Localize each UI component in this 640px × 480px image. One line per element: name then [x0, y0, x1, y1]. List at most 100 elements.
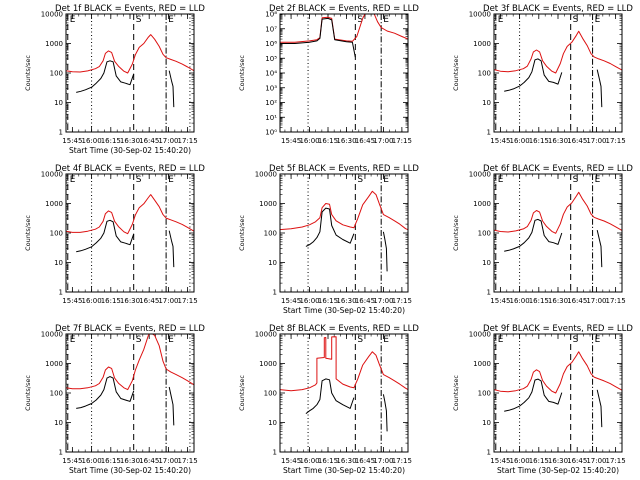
panel-6: Det 6f BLACK = Events, RED = LLD Counts/s…	[452, 164, 633, 305]
plot-frame	[279, 173, 409, 293]
events-series-line	[280, 17, 356, 58]
y-tick-label: 10³	[265, 84, 277, 92]
events-series-line	[168, 70, 175, 108]
y-tick-label: 10⁴	[265, 70, 277, 78]
panel-title: Det 4f BLACK = Events, RED = LLD	[55, 164, 205, 174]
events-series-line	[76, 60, 135, 93]
lld-series-line	[66, 194, 194, 235]
y-tick-label: 10000	[41, 331, 63, 339]
x-tick-label: 16:45	[355, 457, 375, 465]
events-series-line	[504, 378, 563, 412]
marker-label: E	[498, 335, 504, 345]
events-series-line	[76, 376, 135, 409]
y-axis-label: Counts/sec	[24, 55, 32, 91]
x-tick-label: 16:00	[509, 137, 529, 145]
marker-label: S	[357, 175, 363, 185]
x-tick-label: 17:00	[586, 297, 606, 305]
x-tick-label: 16:45	[139, 457, 159, 465]
x-tick-label: 16:45	[567, 297, 587, 305]
marker-label: S	[136, 15, 142, 25]
panel-title: Det 3f BLACK = Events, RED = LLD	[483, 4, 633, 14]
x-tick-label: 17:15	[606, 297, 626, 305]
x-tick-label: 16:30	[120, 457, 140, 465]
plot-frame	[493, 333, 623, 453]
y-tick-label: 1000	[259, 200, 277, 208]
x-tick-label: 16:15	[529, 137, 549, 145]
x-tick-label: 17:15	[606, 137, 626, 145]
x-tick-label: 17:15	[392, 457, 412, 465]
plot-frame	[493, 13, 623, 133]
x-tick-label: 17:15	[392, 137, 412, 145]
lld-series-line	[66, 34, 194, 74]
series-group	[494, 191, 622, 268]
y-axis-label: Counts/sec	[452, 55, 460, 91]
events-series-line	[382, 231, 388, 272]
events-series-line	[504, 58, 563, 92]
x-tick-label: 17:15	[178, 137, 198, 145]
y-tick-label: 1	[59, 129, 63, 137]
y-tick-label: 100	[264, 230, 277, 238]
y-tick-label: 10	[268, 419, 277, 427]
plot-frame	[65, 173, 195, 293]
y-tick-label: 10	[482, 99, 491, 107]
marker-label: E	[168, 335, 174, 345]
x-tick-label: 16:15	[529, 457, 549, 465]
panel-title: Det 9f BLACK = Events, RED = LLD	[483, 324, 633, 334]
x-tick-label: 17:15	[178, 457, 198, 465]
x-tick-label: 16:00	[509, 457, 529, 465]
y-tick-label: 10000	[469, 331, 491, 339]
x-tick-label: 17:00	[158, 297, 178, 305]
marker-label: E	[498, 175, 504, 185]
y-tick-label: 10²	[265, 99, 277, 107]
y-tick-label: 1	[487, 449, 491, 457]
plot-frame	[279, 333, 409, 453]
x-tick-label: 16:00	[299, 137, 319, 145]
x-tick-label: 15:45	[490, 137, 510, 145]
x-tick-label: 16:30	[336, 297, 356, 305]
panel-4: Det 4f BLACK = Events, RED = LLD Counts/s…	[24, 164, 205, 305]
x-tick-label: 16:00	[81, 137, 101, 145]
x-tick-label: 16:15	[101, 297, 121, 305]
marker-label: S	[573, 335, 579, 345]
y-tick-label: 1	[59, 289, 63, 297]
y-tick-label: 100	[478, 230, 491, 238]
marker-label: E	[70, 335, 76, 345]
y-tick-label: 10	[54, 259, 63, 267]
x-tick-label: 16:45	[355, 297, 375, 305]
x-tick-label: 16:45	[139, 297, 159, 305]
series-group	[280, 190, 408, 272]
x-tick-label: 16:15	[101, 457, 121, 465]
y-tick-label: 1000	[473, 40, 491, 48]
series-group	[66, 194, 194, 268]
x-tick-label: 16:45	[567, 137, 587, 145]
x-tick-label: 17:15	[178, 297, 198, 305]
lld-series-line	[494, 30, 622, 74]
x-axis-label: Start Time (30-Sep-02 15:40:20)	[497, 466, 619, 475]
y-tick-label: 10000	[469, 11, 491, 19]
x-tick-label: 16:30	[548, 457, 568, 465]
events-series-line	[596, 69, 603, 108]
lld-series-line	[280, 336, 408, 392]
marker-label: E	[595, 335, 601, 345]
y-tick-label: 1	[59, 449, 63, 457]
y-tick-label: 100	[264, 390, 277, 398]
x-axis-label: Start Time (30-Sep-02 15:40:20)	[283, 306, 405, 315]
marker-label: S	[573, 175, 579, 185]
x-tick-label: 17:00	[373, 297, 393, 305]
x-tick-label: 15:45	[62, 297, 82, 305]
marker-label: E	[70, 175, 76, 185]
x-tick-label: 16:30	[120, 297, 140, 305]
marker-label: E	[383, 335, 389, 345]
marker-label: E	[595, 15, 601, 25]
x-tick-label: 16:30	[548, 137, 568, 145]
marker-label: E	[383, 15, 389, 25]
marker-label: E	[168, 15, 174, 25]
panel-title: Det 5f BLACK = Events, RED = LLD	[269, 164, 419, 174]
y-tick-label: 1000	[45, 40, 63, 48]
marker-label: E	[168, 175, 174, 185]
events-series-line	[382, 394, 388, 432]
x-axis-label: Start Time (30-Sep-02 15:40:20)	[69, 466, 191, 475]
y-tick-label: 100	[50, 70, 63, 78]
y-tick-label: 10	[482, 419, 491, 427]
